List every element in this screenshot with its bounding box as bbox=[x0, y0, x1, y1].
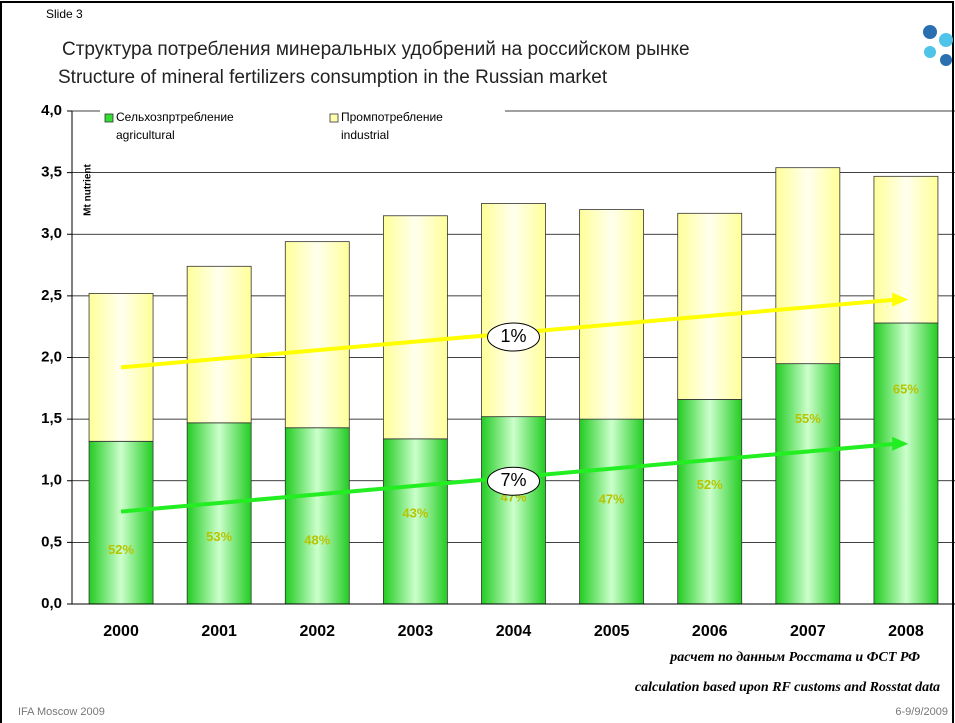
source: расчет по данным Росстата и ФСТ РФ bbox=[669, 650, 920, 665]
bar-segment bbox=[382, 215, 448, 440]
share-label: 47% bbox=[599, 491, 625, 506]
y-tick-label: 4,0 bbox=[41, 102, 62, 119]
y-tick-label: 2,5 bbox=[41, 287, 62, 304]
x-tick-label: 2000 bbox=[103, 623, 139, 640]
slide-label: Slide 3 bbox=[46, 7, 83, 21]
share-label: 53% bbox=[206, 529, 232, 544]
legend-swatch bbox=[104, 113, 114, 123]
bar-segment bbox=[186, 422, 252, 605]
legend-swatch bbox=[329, 113, 339, 123]
trend-bubble bbox=[487, 466, 540, 496]
share-label: 43% bbox=[402, 506, 428, 521]
bar-segment bbox=[775, 167, 841, 365]
x-tick-label: 2007 bbox=[790, 623, 826, 640]
bar-segment bbox=[677, 212, 743, 400]
bar-segment bbox=[775, 363, 841, 605]
trend-arrow bbox=[892, 436, 909, 451]
footer-right: 6-9/9/2009 bbox=[895, 706, 948, 718]
chart-title: Структура потребления минеральных удобре… bbox=[62, 39, 690, 60]
legend-label: Промпотребление industrial bbox=[341, 110, 443, 142]
chart-subtitle: Structure of mineral fertilizers consump… bbox=[58, 67, 608, 88]
share-label: 52% bbox=[697, 477, 723, 492]
bar-segment bbox=[873, 175, 939, 324]
y-tick-label: 3,5 bbox=[41, 164, 62, 181]
share-label: 52% bbox=[108, 542, 134, 557]
trend-arrow bbox=[892, 292, 909, 307]
y-tick-label: 0,0 bbox=[41, 595, 62, 612]
bar-segment bbox=[88, 440, 154, 605]
y-tick-label: 1,0 bbox=[41, 472, 62, 489]
y-tick-label: 1,5 bbox=[41, 410, 62, 427]
x-tick-label: 2004 bbox=[496, 623, 532, 640]
bar-segment bbox=[382, 438, 448, 605]
x-tick-label: 2005 bbox=[594, 623, 630, 640]
x-tick-label: 2008 bbox=[888, 623, 924, 640]
bar-segment bbox=[284, 241, 350, 429]
x-tick-label: 2001 bbox=[201, 623, 237, 640]
y-tick-label: 3,0 bbox=[41, 225, 62, 242]
trend-bubble bbox=[487, 322, 540, 352]
bar-segment bbox=[481, 416, 546, 605]
share-label: 55% bbox=[795, 411, 821, 426]
footer-left: IFA Moscow 2009 bbox=[18, 706, 105, 718]
share-label: 48% bbox=[304, 533, 330, 548]
y-tick-label: 0,5 bbox=[41, 533, 62, 550]
trend-label: 1% bbox=[500, 326, 526, 346]
bar-segment bbox=[579, 418, 645, 605]
bar-segment bbox=[481, 203, 546, 418]
trend-label: 7% bbox=[500, 470, 526, 490]
share-label: 65% bbox=[893, 382, 919, 397]
bar-segment bbox=[284, 427, 350, 605]
legend-label: Сельхозпртребление agricultural bbox=[116, 110, 234, 142]
y-tick-label: 2,0 bbox=[41, 348, 62, 365]
bar-segment bbox=[677, 399, 743, 605]
bar-segment bbox=[186, 265, 252, 424]
bar-segment bbox=[873, 322, 939, 605]
logo bbox=[923, 25, 953, 66]
x-tick-label: 2002 bbox=[299, 623, 335, 640]
y-axis-label: Mt nutrient bbox=[83, 164, 94, 216]
legend-box bbox=[100, 104, 505, 146]
bar-segment bbox=[579, 209, 645, 420]
x-tick-label: 2003 bbox=[398, 623, 434, 640]
x-tick-label: 2006 bbox=[692, 623, 728, 640]
source: calculation based upon RF customs and Ro… bbox=[635, 680, 940, 695]
